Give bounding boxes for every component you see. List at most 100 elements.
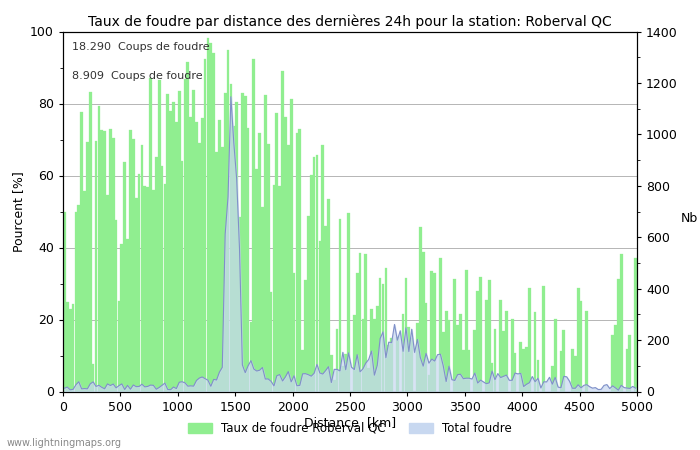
Bar <box>276 112 278 392</box>
Bar <box>316 155 318 392</box>
Bar <box>221 147 223 392</box>
Bar <box>428 375 430 392</box>
Bar <box>284 117 287 392</box>
Bar <box>456 325 459 392</box>
Bar <box>181 161 183 392</box>
Bar <box>410 338 413 392</box>
Bar <box>488 280 491 392</box>
Bar <box>574 356 577 392</box>
Bar <box>491 364 494 392</box>
Bar <box>279 186 281 392</box>
Y-axis label: Nb: Nb <box>680 212 698 225</box>
Bar <box>206 38 209 392</box>
Bar <box>358 253 361 392</box>
Bar <box>267 144 270 392</box>
Bar <box>295 133 298 392</box>
Bar <box>241 93 244 392</box>
Bar <box>80 112 83 392</box>
Bar <box>78 205 80 392</box>
Bar <box>379 278 382 392</box>
Bar <box>559 351 562 392</box>
Bar <box>304 280 307 392</box>
Bar <box>190 117 192 392</box>
Bar <box>253 59 256 392</box>
Bar <box>247 128 249 392</box>
Bar <box>396 337 399 392</box>
Bar <box>462 350 465 392</box>
Bar <box>391 338 393 392</box>
Bar <box>75 212 77 392</box>
Bar <box>634 258 637 392</box>
Text: 8.909  Coups de foudre: 8.909 Coups de foudre <box>71 71 202 81</box>
Bar <box>63 212 66 392</box>
Bar <box>109 129 112 391</box>
Bar <box>261 207 264 392</box>
Bar <box>502 331 505 392</box>
Bar <box>126 239 129 392</box>
Bar <box>347 212 350 392</box>
Bar <box>290 99 293 392</box>
Bar <box>413 391 416 392</box>
Bar <box>459 314 462 392</box>
Bar <box>324 226 327 392</box>
Bar <box>384 268 387 392</box>
Bar <box>339 219 342 392</box>
Bar <box>169 111 172 392</box>
Bar <box>494 329 496 392</box>
Bar <box>83 191 86 392</box>
Bar <box>534 312 536 392</box>
Bar <box>129 130 132 392</box>
Bar <box>537 360 539 392</box>
Bar <box>66 302 69 392</box>
Bar <box>425 303 428 392</box>
Bar <box>473 330 476 392</box>
Bar <box>571 349 574 392</box>
Bar <box>235 102 238 392</box>
Bar <box>318 241 321 392</box>
Bar <box>258 133 261 392</box>
Bar <box>362 319 364 392</box>
Bar <box>629 335 631 392</box>
Bar <box>138 174 141 392</box>
Bar <box>186 62 189 392</box>
Bar <box>448 320 450 392</box>
Bar <box>92 364 94 392</box>
Bar <box>313 157 316 392</box>
Bar <box>212 54 215 392</box>
Bar <box>104 131 106 392</box>
Bar <box>477 291 479 392</box>
Bar <box>350 391 353 392</box>
Bar <box>215 152 218 392</box>
Bar <box>149 78 152 392</box>
Bar <box>293 273 295 392</box>
Bar <box>167 94 169 392</box>
Bar <box>416 323 419 392</box>
Bar <box>402 314 405 392</box>
Bar <box>287 145 290 392</box>
Bar <box>528 288 531 392</box>
Bar <box>465 270 468 392</box>
Bar <box>430 270 433 392</box>
Bar <box>256 169 258 392</box>
Bar <box>405 279 407 392</box>
Bar <box>321 145 324 392</box>
Bar <box>620 254 622 392</box>
Bar <box>94 141 97 392</box>
Bar <box>227 50 230 392</box>
Bar <box>270 292 272 392</box>
Bar <box>120 243 123 392</box>
Bar <box>310 175 313 392</box>
Bar <box>480 277 482 392</box>
Bar <box>224 93 227 392</box>
Bar <box>577 288 580 392</box>
Bar <box>178 90 181 392</box>
Bar <box>511 319 514 392</box>
Bar <box>100 130 103 392</box>
Bar <box>209 43 212 392</box>
Bar <box>382 284 384 392</box>
Bar <box>614 325 617 392</box>
Bar <box>144 186 146 392</box>
Bar <box>376 306 379 392</box>
Bar <box>112 138 115 392</box>
Bar <box>563 330 565 392</box>
